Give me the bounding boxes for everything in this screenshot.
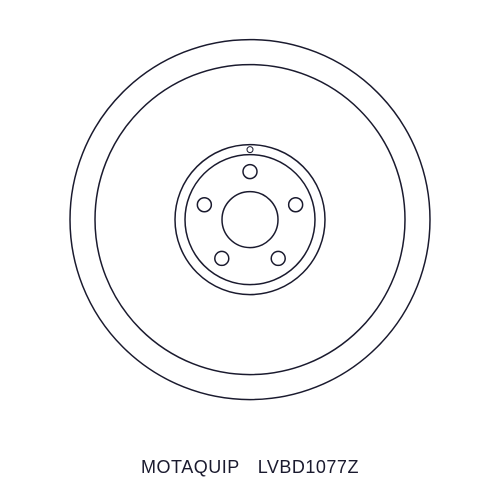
brand-label: MOTAQUIP <box>141 457 240 478</box>
part-number-label: LVBD1077Z <box>258 457 359 478</box>
disc-svg <box>60 30 440 410</box>
product-labels: MOTAQUIP LVBD1077Z <box>0 457 500 478</box>
brake-disc-diagram <box>60 30 440 410</box>
